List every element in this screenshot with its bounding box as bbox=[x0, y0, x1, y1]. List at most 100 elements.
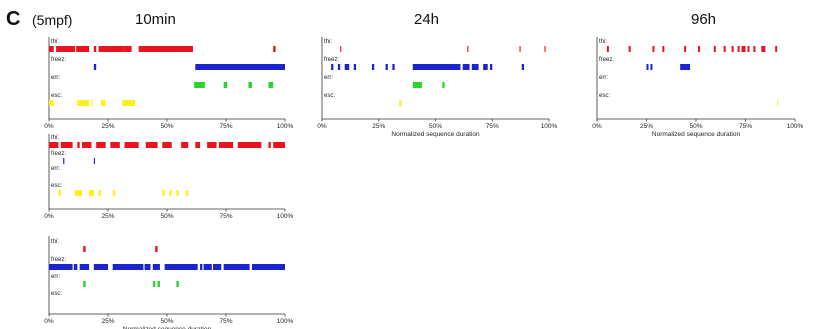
event-bar bbox=[194, 82, 205, 88]
event-bar bbox=[777, 100, 779, 106]
x-tick-label: 0% bbox=[317, 123, 327, 130]
event-bar bbox=[650, 64, 653, 70]
x-tick-label: 100% bbox=[787, 123, 804, 130]
x-tick-label: 0% bbox=[44, 123, 54, 130]
event-bar bbox=[144, 264, 151, 270]
event-bar bbox=[112, 190, 116, 196]
event-bar bbox=[412, 82, 422, 88]
event-bar bbox=[203, 264, 212, 270]
x-tick-label: 50% bbox=[429, 123, 442, 130]
x-tick-label: 75% bbox=[219, 213, 232, 220]
event-bar bbox=[176, 281, 179, 287]
x-axis-label: Normalized sequence duration bbox=[391, 131, 480, 138]
event-bar bbox=[93, 46, 97, 52]
row-label: freez: bbox=[51, 57, 66, 63]
event-bar bbox=[200, 264, 203, 270]
row-label: err: bbox=[51, 166, 60, 172]
row-label: err: bbox=[51, 75, 60, 81]
event-bar bbox=[93, 264, 108, 270]
event-bar bbox=[83, 246, 86, 252]
event-bar bbox=[337, 64, 341, 70]
event-bar bbox=[176, 190, 179, 196]
event-bar bbox=[110, 142, 120, 148]
event-bar bbox=[273, 46, 276, 52]
event-bar bbox=[49, 264, 73, 270]
event-bar bbox=[98, 190, 101, 196]
x-tick-label: 75% bbox=[219, 318, 232, 325]
x-axis-label: Normalized sequence duration bbox=[123, 326, 212, 329]
x-tick-label: 100% bbox=[277, 318, 294, 325]
event-bar bbox=[89, 190, 94, 196]
event-bar bbox=[680, 64, 691, 70]
event-bar bbox=[268, 142, 271, 148]
x-tick-label: 0% bbox=[44, 318, 54, 325]
panel-letter: C bbox=[6, 8, 21, 30]
event-bar bbox=[169, 190, 172, 196]
event-bar bbox=[60, 142, 73, 148]
event-bar bbox=[652, 46, 655, 52]
event-bar bbox=[646, 64, 649, 70]
x-axis-label: Normalized sequence duration bbox=[652, 131, 741, 138]
x-tick-label: 100% bbox=[277, 123, 294, 130]
x-tick-label: 50% bbox=[160, 213, 173, 220]
event-bar bbox=[162, 190, 165, 196]
event-bar bbox=[237, 142, 262, 148]
event-bar bbox=[392, 64, 395, 70]
x-tick-label: 25% bbox=[101, 318, 114, 325]
event-bar bbox=[124, 142, 139, 148]
event-bar bbox=[223, 264, 250, 270]
event-bar bbox=[49, 46, 54, 52]
event-bar bbox=[195, 142, 201, 148]
x-tick-label: 50% bbox=[689, 123, 702, 130]
row-label: freez: bbox=[599, 57, 614, 63]
event-bar bbox=[412, 64, 461, 70]
event-bar bbox=[93, 64, 97, 70]
event-bar bbox=[697, 46, 700, 52]
raster-plot-10min-fish1: thi: freez: err: esc: 0% 25% 50% 75% 100% bbox=[44, 37, 294, 130]
event-bar bbox=[731, 46, 734, 52]
row-label: err: bbox=[599, 75, 608, 81]
event-bar bbox=[58, 190, 61, 196]
x-tick-label: 25% bbox=[372, 123, 385, 130]
event-bar bbox=[96, 142, 106, 148]
event-bar bbox=[112, 264, 144, 270]
event-bar bbox=[442, 82, 445, 88]
event-bar bbox=[462, 64, 470, 70]
event-bar bbox=[123, 46, 132, 52]
event-bar bbox=[213, 264, 222, 270]
row-label: freez: bbox=[51, 151, 66, 157]
event-bar bbox=[399, 100, 402, 106]
event-bar bbox=[331, 64, 334, 70]
event-bar bbox=[49, 142, 59, 148]
raster-plot-10min-fish3: thi: freez: err: esc: 0% 25% 50% 75% 100% Normali… bbox=[44, 236, 294, 329]
raster-plot-96h: thi: freez: err: esc: 0% 25% 50% 75% 100% Normali… bbox=[592, 37, 804, 138]
event-bar bbox=[713, 46, 716, 52]
row-label: esc: bbox=[51, 291, 62, 297]
row-label: err: bbox=[51, 274, 60, 280]
row-label: thi: bbox=[51, 135, 59, 141]
event-bar bbox=[248, 82, 252, 88]
event-bar bbox=[93, 158, 96, 164]
column-title-10min: 10min bbox=[135, 11, 176, 28]
x-tick-label: 50% bbox=[160, 318, 173, 325]
event-bar bbox=[684, 46, 687, 52]
event-bar bbox=[662, 46, 665, 52]
x-tick-label: 25% bbox=[101, 213, 114, 220]
event-bar bbox=[56, 46, 75, 52]
event-bar bbox=[761, 46, 766, 52]
event-bar bbox=[519, 46, 521, 52]
event-bar bbox=[83, 281, 86, 287]
x-tick-label: 50% bbox=[160, 123, 173, 130]
x-tick-label: 25% bbox=[101, 123, 114, 130]
row-label: thi: bbox=[51, 39, 59, 45]
event-bar bbox=[98, 46, 124, 52]
event-bar bbox=[157, 281, 160, 287]
row-label: thi: bbox=[51, 239, 59, 245]
event-bar bbox=[353, 64, 357, 70]
event-bar bbox=[606, 46, 609, 52]
event-bar bbox=[344, 64, 350, 70]
column-title-96h: 96h bbox=[691, 11, 717, 28]
event-bar bbox=[63, 158, 65, 164]
row-label: esc: bbox=[51, 183, 62, 189]
x-tick-label: 100% bbox=[277, 213, 294, 220]
